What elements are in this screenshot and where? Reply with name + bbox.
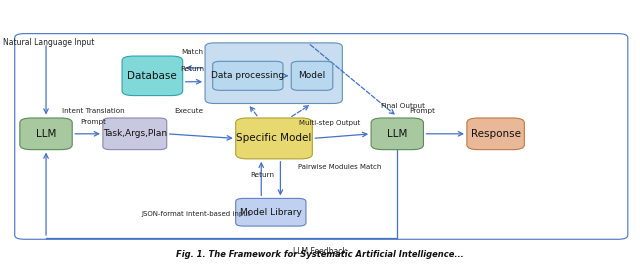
Text: LLM: LLM bbox=[387, 129, 408, 139]
Text: JSON-format intent-based input: JSON-format intent-based input bbox=[141, 211, 251, 217]
Text: Match: Match bbox=[181, 49, 204, 55]
FancyBboxPatch shape bbox=[291, 61, 333, 90]
FancyBboxPatch shape bbox=[467, 118, 524, 150]
Text: Fig. 1. The Framework for Systematic Artificial Intelligence...: Fig. 1. The Framework for Systematic Art… bbox=[176, 250, 464, 259]
FancyBboxPatch shape bbox=[103, 118, 167, 150]
Text: Return: Return bbox=[180, 66, 204, 72]
Text: Prompt: Prompt bbox=[409, 108, 435, 114]
Text: Prompt: Prompt bbox=[80, 119, 106, 125]
FancyBboxPatch shape bbox=[371, 118, 424, 150]
FancyBboxPatch shape bbox=[236, 198, 306, 226]
Text: Execute: Execute bbox=[175, 108, 204, 114]
Text: Data processing: Data processing bbox=[211, 71, 284, 80]
FancyBboxPatch shape bbox=[122, 56, 182, 96]
Text: Response: Response bbox=[470, 129, 520, 139]
Text: LLM Feedback: LLM Feedback bbox=[293, 247, 347, 256]
FancyBboxPatch shape bbox=[20, 118, 72, 150]
Text: Model Library: Model Library bbox=[240, 208, 302, 217]
Text: Final Output: Final Output bbox=[381, 103, 425, 109]
Text: Specific Model: Specific Model bbox=[236, 134, 312, 143]
Text: Database: Database bbox=[127, 71, 177, 81]
Text: Natural Language Input: Natural Language Input bbox=[3, 38, 94, 47]
Text: Pairwise Modules Match: Pairwise Modules Match bbox=[298, 164, 381, 170]
Text: Task,Args,Plan: Task,Args,Plan bbox=[103, 129, 167, 138]
FancyBboxPatch shape bbox=[205, 43, 342, 104]
FancyBboxPatch shape bbox=[212, 61, 283, 90]
FancyBboxPatch shape bbox=[236, 118, 312, 159]
Text: Intent Translation: Intent Translation bbox=[62, 108, 125, 114]
Text: LLM: LLM bbox=[36, 129, 56, 139]
Text: Return: Return bbox=[250, 172, 275, 178]
Text: Multi-step Output: Multi-step Output bbox=[299, 120, 360, 126]
Text: Model: Model bbox=[298, 71, 326, 80]
